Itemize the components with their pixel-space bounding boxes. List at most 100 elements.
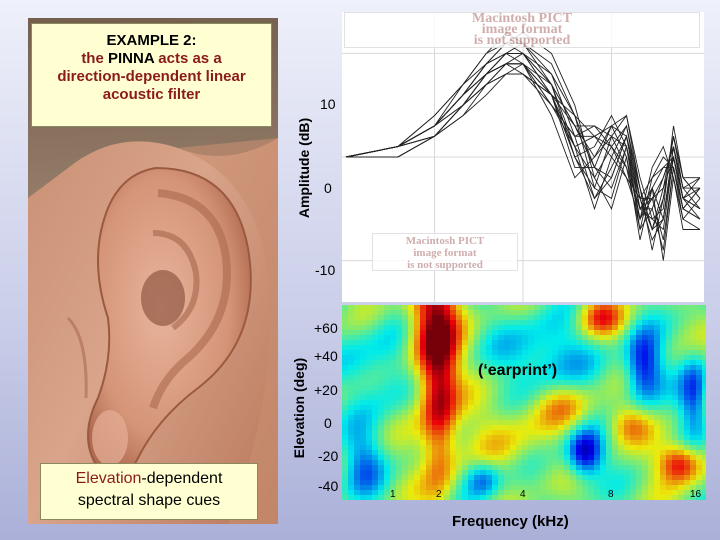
heatmap-cell (564, 460, 571, 466)
heatmap-cell (696, 420, 703, 426)
heatmap-cell (420, 415, 427, 421)
heatmap-cell (540, 360, 547, 366)
heatmap-cell (522, 485, 529, 491)
heatmap-cell (630, 335, 637, 341)
elevation-tick-20: +20 (314, 382, 338, 398)
heatmap-cell (576, 460, 583, 466)
heatmap-cell (672, 355, 679, 361)
heatmap-cell (366, 485, 373, 491)
heatmap-cell (618, 470, 625, 476)
heatmap-cell (450, 360, 457, 366)
heatmap-cell (354, 450, 361, 456)
heatmap-cell (522, 370, 529, 376)
heatmap-cell (618, 435, 625, 441)
heatmap-cell (354, 470, 361, 476)
heatmap-cell (414, 365, 421, 371)
heatmap-cell (516, 455, 523, 461)
heatmap-cell (666, 485, 673, 491)
heatmap-cell (426, 325, 433, 331)
heatmap-cell (420, 310, 427, 316)
heatmap-cell (414, 325, 421, 331)
heatmap-cell (606, 320, 613, 326)
heatmap-cell (468, 320, 475, 326)
heatmap-cell (450, 445, 457, 451)
heatmap-cell (582, 385, 589, 391)
heatmap-cell (348, 350, 355, 356)
heatmap-cell (426, 400, 433, 406)
heatmap-cell (642, 440, 649, 446)
heatmap-cell (378, 450, 385, 456)
heatmap-cell (342, 485, 349, 491)
heatmap-cell (390, 405, 397, 411)
heatmap-cell (426, 430, 433, 436)
heatmap-cell (582, 350, 589, 356)
heatmap-cell (594, 390, 601, 396)
heatmap-cell (366, 480, 373, 486)
heatmap-cell (594, 360, 601, 366)
heatmap-cell (636, 365, 643, 371)
heatmap-cell (546, 480, 553, 486)
heatmap-cell (486, 455, 493, 461)
heatmap-cell (570, 445, 577, 451)
heatmap-cell (510, 470, 517, 476)
heatmap-cell (660, 390, 667, 396)
heatmap-cell (348, 450, 355, 456)
heatmap-cell (378, 380, 385, 386)
heatmap-cell (612, 420, 619, 426)
heatmap-cell (642, 405, 649, 411)
heatmap-cell (522, 385, 529, 391)
heatmap-cell (384, 395, 391, 401)
heatmap-cell (342, 360, 349, 366)
heatmap-cell (396, 385, 403, 391)
heatmap-cell (696, 305, 703, 311)
heatmap-cell (690, 395, 697, 401)
heatmap-cell (486, 495, 493, 500)
pict-notice-mid-line2: image format (413, 247, 477, 259)
heatmap-cell (552, 340, 559, 346)
heatmap-cell (612, 350, 619, 356)
heatmap-cell (360, 430, 367, 436)
heatmap-cell (666, 430, 673, 436)
heatmap-cell (666, 370, 673, 376)
heatmap-cell (588, 440, 595, 446)
heatmap-cell (516, 485, 523, 491)
heatmap-cell (600, 345, 607, 351)
heatmap-cell (372, 345, 379, 351)
heatmap-cell (624, 425, 631, 431)
heatmap-cell (696, 460, 703, 466)
heatmap-cell (342, 480, 349, 486)
heatmap-cell (582, 315, 589, 321)
heatmap-cell (474, 415, 481, 421)
heatmap-cell (372, 425, 379, 431)
heatmap-cell (642, 475, 649, 481)
heatmap-cell (474, 455, 481, 461)
heatmap-cell (354, 380, 361, 386)
heatmap-cell (654, 405, 661, 411)
heatmap-cell (660, 425, 667, 431)
heatmap-cell (612, 355, 619, 361)
heatmap-cell (678, 475, 685, 481)
heatmap-cell (648, 400, 655, 406)
heatmap-cell (480, 315, 487, 321)
heatmap-cell (504, 455, 511, 461)
heatmap-cell (678, 420, 685, 426)
heatmap-cell (558, 495, 565, 500)
heatmap-cell (462, 415, 469, 421)
heatmap-cell (702, 440, 706, 446)
heatmap-cell (564, 355, 571, 361)
heatmap-cell (492, 360, 499, 366)
heatmap-cell (552, 325, 559, 331)
heatmap-cell (498, 475, 505, 481)
heatmap-cell (432, 340, 439, 346)
heatmap-cell (606, 430, 613, 436)
heatmap-cell (570, 495, 577, 500)
heatmap-cell (396, 355, 403, 361)
heatmap-cell (564, 375, 571, 381)
heatmap-cell (504, 315, 511, 321)
heatmap-cell (594, 345, 601, 351)
heatmap-cell (408, 440, 415, 446)
heatmap-cell (606, 475, 613, 481)
heatmap-cell (378, 310, 385, 316)
heatmap-cell (606, 305, 613, 311)
heatmap-cell (678, 480, 685, 486)
